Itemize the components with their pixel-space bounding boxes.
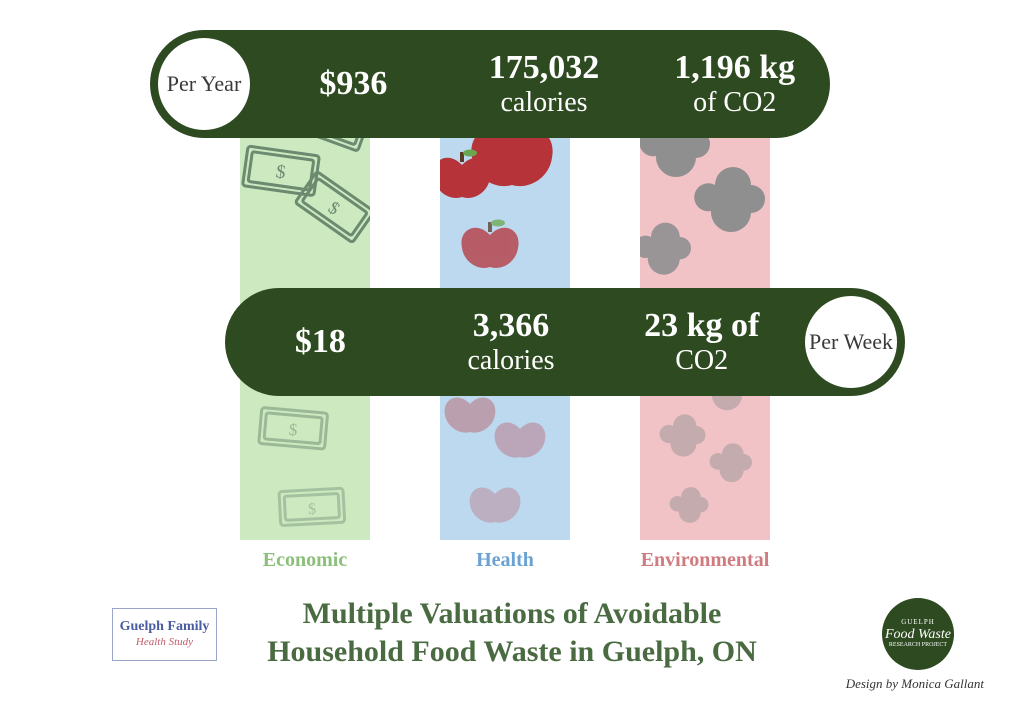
badge-per-week: Per Week	[805, 296, 897, 388]
per-year-economic: $936	[258, 64, 449, 103]
pill-per-week: $18 3,366calories 23 kg ofCO2 Per Week	[225, 288, 905, 396]
per-week-health: 3,366calories	[416, 306, 607, 377]
per-year-env: 1,196 kgof CO2	[639, 48, 830, 119]
svg-text:$: $	[308, 501, 317, 518]
column-label-health: Health	[440, 549, 570, 572]
svg-text:$: $	[325, 197, 344, 219]
design-credit: Design by Monica Gallant	[846, 676, 984, 692]
column-label-economic: Economic	[240, 549, 370, 572]
column-label-environmental: Environmental	[640, 549, 770, 572]
per-year-health: 175,032calories	[449, 48, 640, 119]
per-week-env: 23 kg ofCO2	[606, 306, 797, 377]
badge-per-year: Per Year	[158, 38, 250, 130]
logo-guelph-family: Guelph Family Health Study	[112, 608, 217, 661]
pill-per-year: Per Year $936 175,032calories 1,196 kgof…	[150, 30, 830, 138]
logo-food-waste: GUELPH Food Waste RESEARCH PROJECT	[882, 598, 954, 670]
per-week-economic: $18	[225, 322, 416, 361]
svg-text:$: $	[288, 420, 298, 440]
svg-text:$: $	[275, 161, 287, 183]
